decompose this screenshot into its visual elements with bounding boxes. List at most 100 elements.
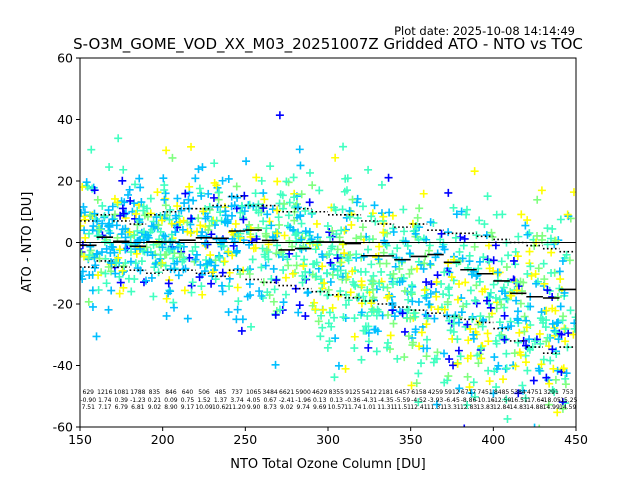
scatter-point xyxy=(377,267,386,276)
scatter-point xyxy=(539,355,548,364)
bin-n-label: 2181 xyxy=(378,389,393,396)
scatter-point xyxy=(545,379,554,388)
scatter-point xyxy=(160,185,169,194)
scatter-point xyxy=(301,312,310,321)
scatter-point xyxy=(548,319,557,328)
scatter-point xyxy=(372,347,381,356)
scatter-point xyxy=(367,299,376,308)
scatter-point xyxy=(174,271,183,280)
scatter-point xyxy=(388,250,397,259)
scatter-point xyxy=(462,210,471,219)
scatter-point xyxy=(236,208,245,217)
scatter-point xyxy=(407,381,416,390)
scatter-point xyxy=(514,232,523,241)
scatter-point xyxy=(537,186,546,195)
scatter-point xyxy=(318,262,327,271)
scatter-point xyxy=(209,193,218,202)
scatter-point xyxy=(228,251,237,260)
scatter-point xyxy=(500,311,509,320)
scatter-point xyxy=(328,226,337,235)
scatter-point xyxy=(195,184,204,193)
scatter-point xyxy=(262,224,271,233)
scatter-point xyxy=(196,221,205,230)
scatter-point xyxy=(397,256,406,265)
scatter-point xyxy=(498,210,507,219)
scatter-point xyxy=(303,288,312,297)
bin-mean-label: 1.52 xyxy=(197,397,211,404)
scatter-point xyxy=(492,383,501,392)
scatter-point xyxy=(542,373,551,382)
scatter-point xyxy=(404,295,413,304)
scatter-point xyxy=(390,312,399,321)
scatter-point xyxy=(80,208,89,217)
scatter-point xyxy=(454,346,463,355)
scatter-point xyxy=(290,216,299,225)
scatter-point xyxy=(548,304,557,313)
scatter-point xyxy=(395,264,404,273)
scatter-point xyxy=(279,298,288,307)
scatter-point xyxy=(205,202,214,211)
bin-n-label: 3484 xyxy=(262,389,277,396)
scatter-point xyxy=(552,350,561,359)
scatter-point xyxy=(384,291,393,300)
scatter-point xyxy=(445,291,454,300)
scatter-point xyxy=(569,188,576,197)
bin-std-label: 10.09 xyxy=(195,404,212,411)
scatter-point xyxy=(230,237,239,246)
scatter-point xyxy=(350,332,359,341)
scatter-point xyxy=(548,345,557,354)
scatter-point xyxy=(316,332,325,341)
scatter-point xyxy=(430,314,439,323)
scatter-point xyxy=(514,338,523,347)
y-axis-label: ATO - NTO [DU] xyxy=(20,192,35,293)
scatter-point xyxy=(357,308,366,317)
scatter-point xyxy=(521,221,530,230)
scatter-point xyxy=(101,269,110,278)
scatter-point xyxy=(118,266,127,275)
chart-title: S-O3M_GOME_VOD_XX_M03_20251007Z Gridded … xyxy=(73,35,583,54)
scatter-point xyxy=(104,222,113,231)
scatter-point xyxy=(261,261,270,270)
scatter-point xyxy=(285,236,294,245)
scatter-point xyxy=(180,199,189,208)
scatter-point xyxy=(523,230,532,239)
scatter-point xyxy=(516,299,525,308)
scatter-point xyxy=(165,215,174,224)
scatter-point xyxy=(107,259,116,268)
scatter-point xyxy=(142,243,151,252)
scatter-point xyxy=(85,211,94,220)
scatter-point xyxy=(95,225,104,234)
bin-mean-label: -1.96 xyxy=(295,397,311,404)
scatter-point xyxy=(131,259,140,268)
scatter-point xyxy=(317,311,326,320)
scatter-point xyxy=(492,339,501,348)
scatter-point xyxy=(204,225,213,234)
scatter-point xyxy=(497,300,506,309)
scatter-point xyxy=(326,277,335,286)
scatter-point xyxy=(325,337,334,346)
scatter-point xyxy=(245,200,254,209)
bin-n-label: 5900 xyxy=(296,389,311,396)
bin-std-label: 14.83 xyxy=(510,404,527,411)
scatter-point xyxy=(312,219,321,228)
scatter-point xyxy=(280,199,289,208)
bin-n-label: 8355 xyxy=(329,389,344,396)
scatter-point xyxy=(257,291,266,300)
scatter-point xyxy=(225,282,234,291)
scatter-point xyxy=(297,190,306,199)
scatter-point xyxy=(308,181,317,190)
scatter-point xyxy=(485,377,494,386)
scatter-point xyxy=(245,280,254,289)
scatter-point xyxy=(364,322,373,331)
scatter-point xyxy=(561,325,570,334)
scatter-point xyxy=(553,408,562,417)
bin-mean-label: -5.59 xyxy=(395,397,411,404)
scatter-point xyxy=(367,307,376,316)
scatter-point xyxy=(491,293,500,302)
scatter-point xyxy=(375,242,384,251)
scatter-point xyxy=(521,394,530,403)
scatter-point xyxy=(169,303,178,312)
scatter-point xyxy=(560,288,569,297)
scatter-point xyxy=(81,215,90,224)
scatter-point xyxy=(93,232,102,241)
